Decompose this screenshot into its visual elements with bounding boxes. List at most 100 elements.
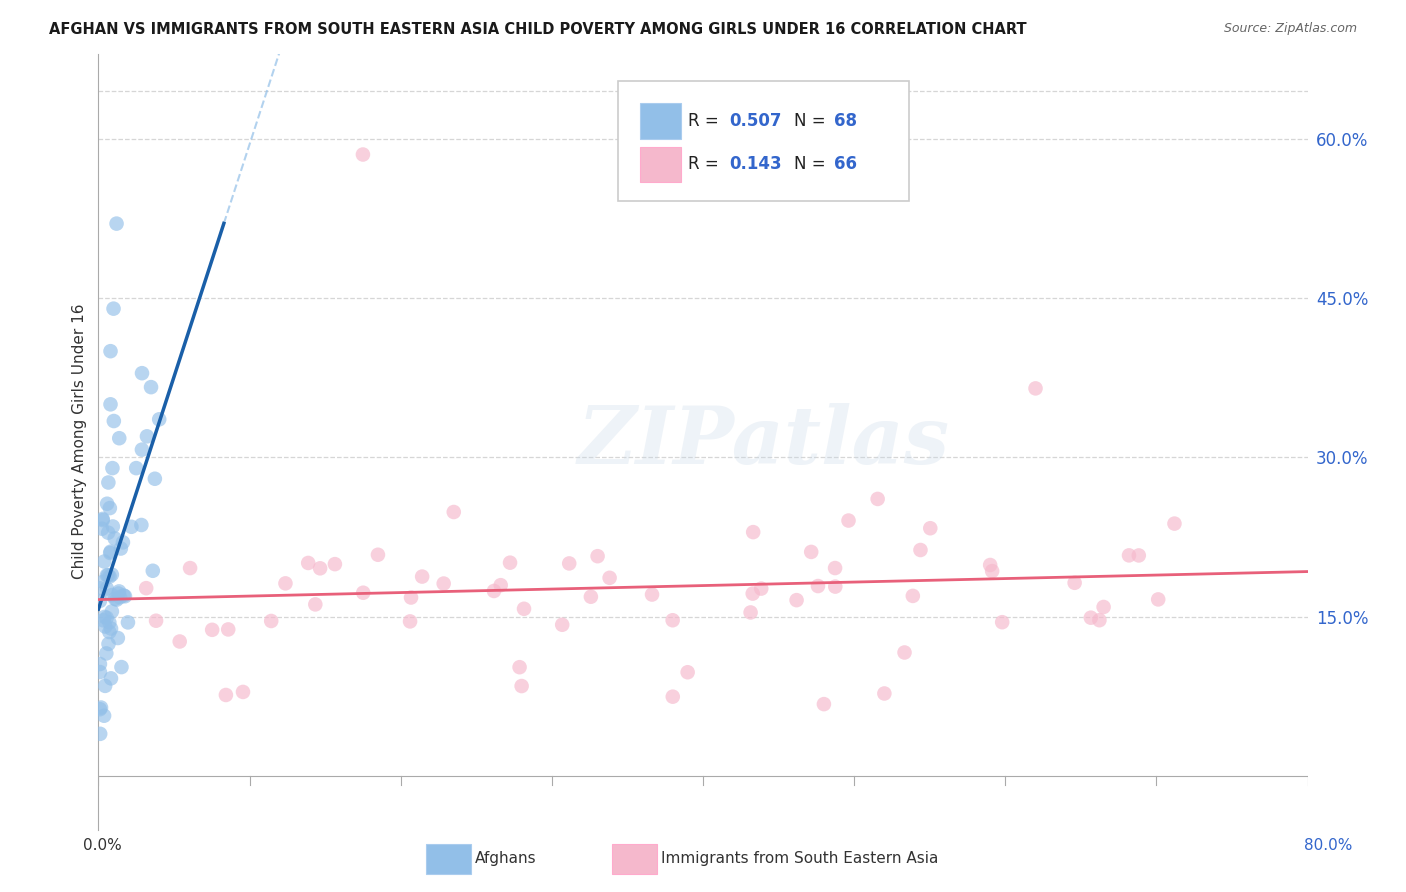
Point (824, 580, 846, 594)
Point (101, 519, 124, 533)
Point (1147, 592, 1170, 607)
Point (742, 525, 765, 540)
Point (98, 615, 121, 630)
Point (1118, 549, 1140, 563)
FancyBboxPatch shape (640, 146, 682, 182)
Text: 68: 68 (834, 112, 856, 130)
FancyBboxPatch shape (640, 103, 682, 139)
Point (143, 472, 166, 486)
Point (104, 532, 127, 546)
Point (94, 619, 117, 633)
Point (676, 665, 699, 680)
Point (89, 702, 111, 716)
Text: Afghans: Afghans (475, 852, 537, 866)
Point (901, 589, 924, 603)
Point (100, 544, 122, 558)
Point (482, 584, 505, 599)
Text: 80.0%: 80.0% (1305, 838, 1353, 853)
Text: ZIPatlas: ZIPatlas (578, 403, 949, 480)
Point (991, 615, 1014, 630)
Point (367, 548, 389, 562)
Text: 0.507: 0.507 (730, 112, 782, 130)
Point (96, 647, 118, 661)
Point (93, 708, 115, 723)
Point (97, 525, 120, 540)
Point (786, 593, 808, 607)
Point (217, 623, 239, 637)
Point (741, 586, 763, 600)
Point (169, 634, 191, 648)
Point (866, 491, 889, 506)
Point (96, 497, 118, 511)
Point (510, 679, 533, 693)
Point (98, 625, 121, 640)
Point (89, 727, 111, 741)
Point (105, 592, 128, 607)
Point (108, 431, 131, 445)
Point (979, 558, 1001, 572)
Point (107, 586, 129, 600)
Point (91, 522, 114, 536)
Point (579, 590, 602, 604)
Point (108, 590, 131, 604)
Text: Immigrants from South Eastern Asia: Immigrants from South Eastern Asia (661, 852, 938, 866)
Point (309, 561, 332, 575)
Point (96, 568, 118, 582)
Point (142, 564, 165, 578)
Point (599, 571, 621, 585)
Point (131, 366, 153, 380)
Point (96, 582, 118, 596)
Point (232, 685, 254, 699)
Point (1163, 516, 1185, 531)
Point (1080, 610, 1102, 624)
Point (131, 442, 153, 457)
Point (807, 579, 830, 593)
Point (274, 576, 297, 591)
Point (97, 568, 120, 582)
Point (641, 588, 664, 602)
Text: 0.143: 0.143 (730, 155, 782, 173)
Point (215, 688, 238, 702)
Point (749, 582, 772, 596)
Point (98, 569, 121, 583)
Point (103, 301, 125, 316)
Text: 0.0%: 0.0% (83, 838, 122, 853)
Point (1092, 599, 1115, 614)
Point (101, 604, 124, 618)
Point (201, 623, 224, 637)
Point (101, 461, 124, 475)
Text: 66: 66 (834, 155, 856, 173)
Point (148, 412, 170, 426)
Point (411, 569, 433, 583)
Point (1063, 575, 1085, 590)
Point (740, 606, 762, 620)
Point (105, 217, 128, 231)
Point (91, 512, 114, 526)
Point (117, 615, 139, 630)
Point (873, 686, 896, 700)
Point (1024, 381, 1046, 395)
Point (352, 586, 374, 600)
Point (100, 397, 122, 411)
Point (108, 584, 131, 599)
Point (551, 617, 574, 632)
Point (145, 614, 167, 628)
Point (91, 574, 114, 589)
Point (100, 344, 122, 359)
Point (112, 589, 135, 603)
Point (97, 475, 120, 490)
Point (352, 147, 374, 161)
Point (136, 429, 159, 443)
Point (1128, 549, 1150, 563)
Point (103, 414, 125, 428)
Point (98, 546, 121, 560)
Point (139, 380, 162, 394)
Point (91, 613, 114, 627)
Point (100, 671, 122, 685)
Point (297, 556, 319, 570)
Point (110, 541, 132, 556)
Point (89, 582, 111, 596)
Point (661, 690, 683, 704)
Point (910, 543, 932, 558)
FancyBboxPatch shape (619, 80, 908, 201)
